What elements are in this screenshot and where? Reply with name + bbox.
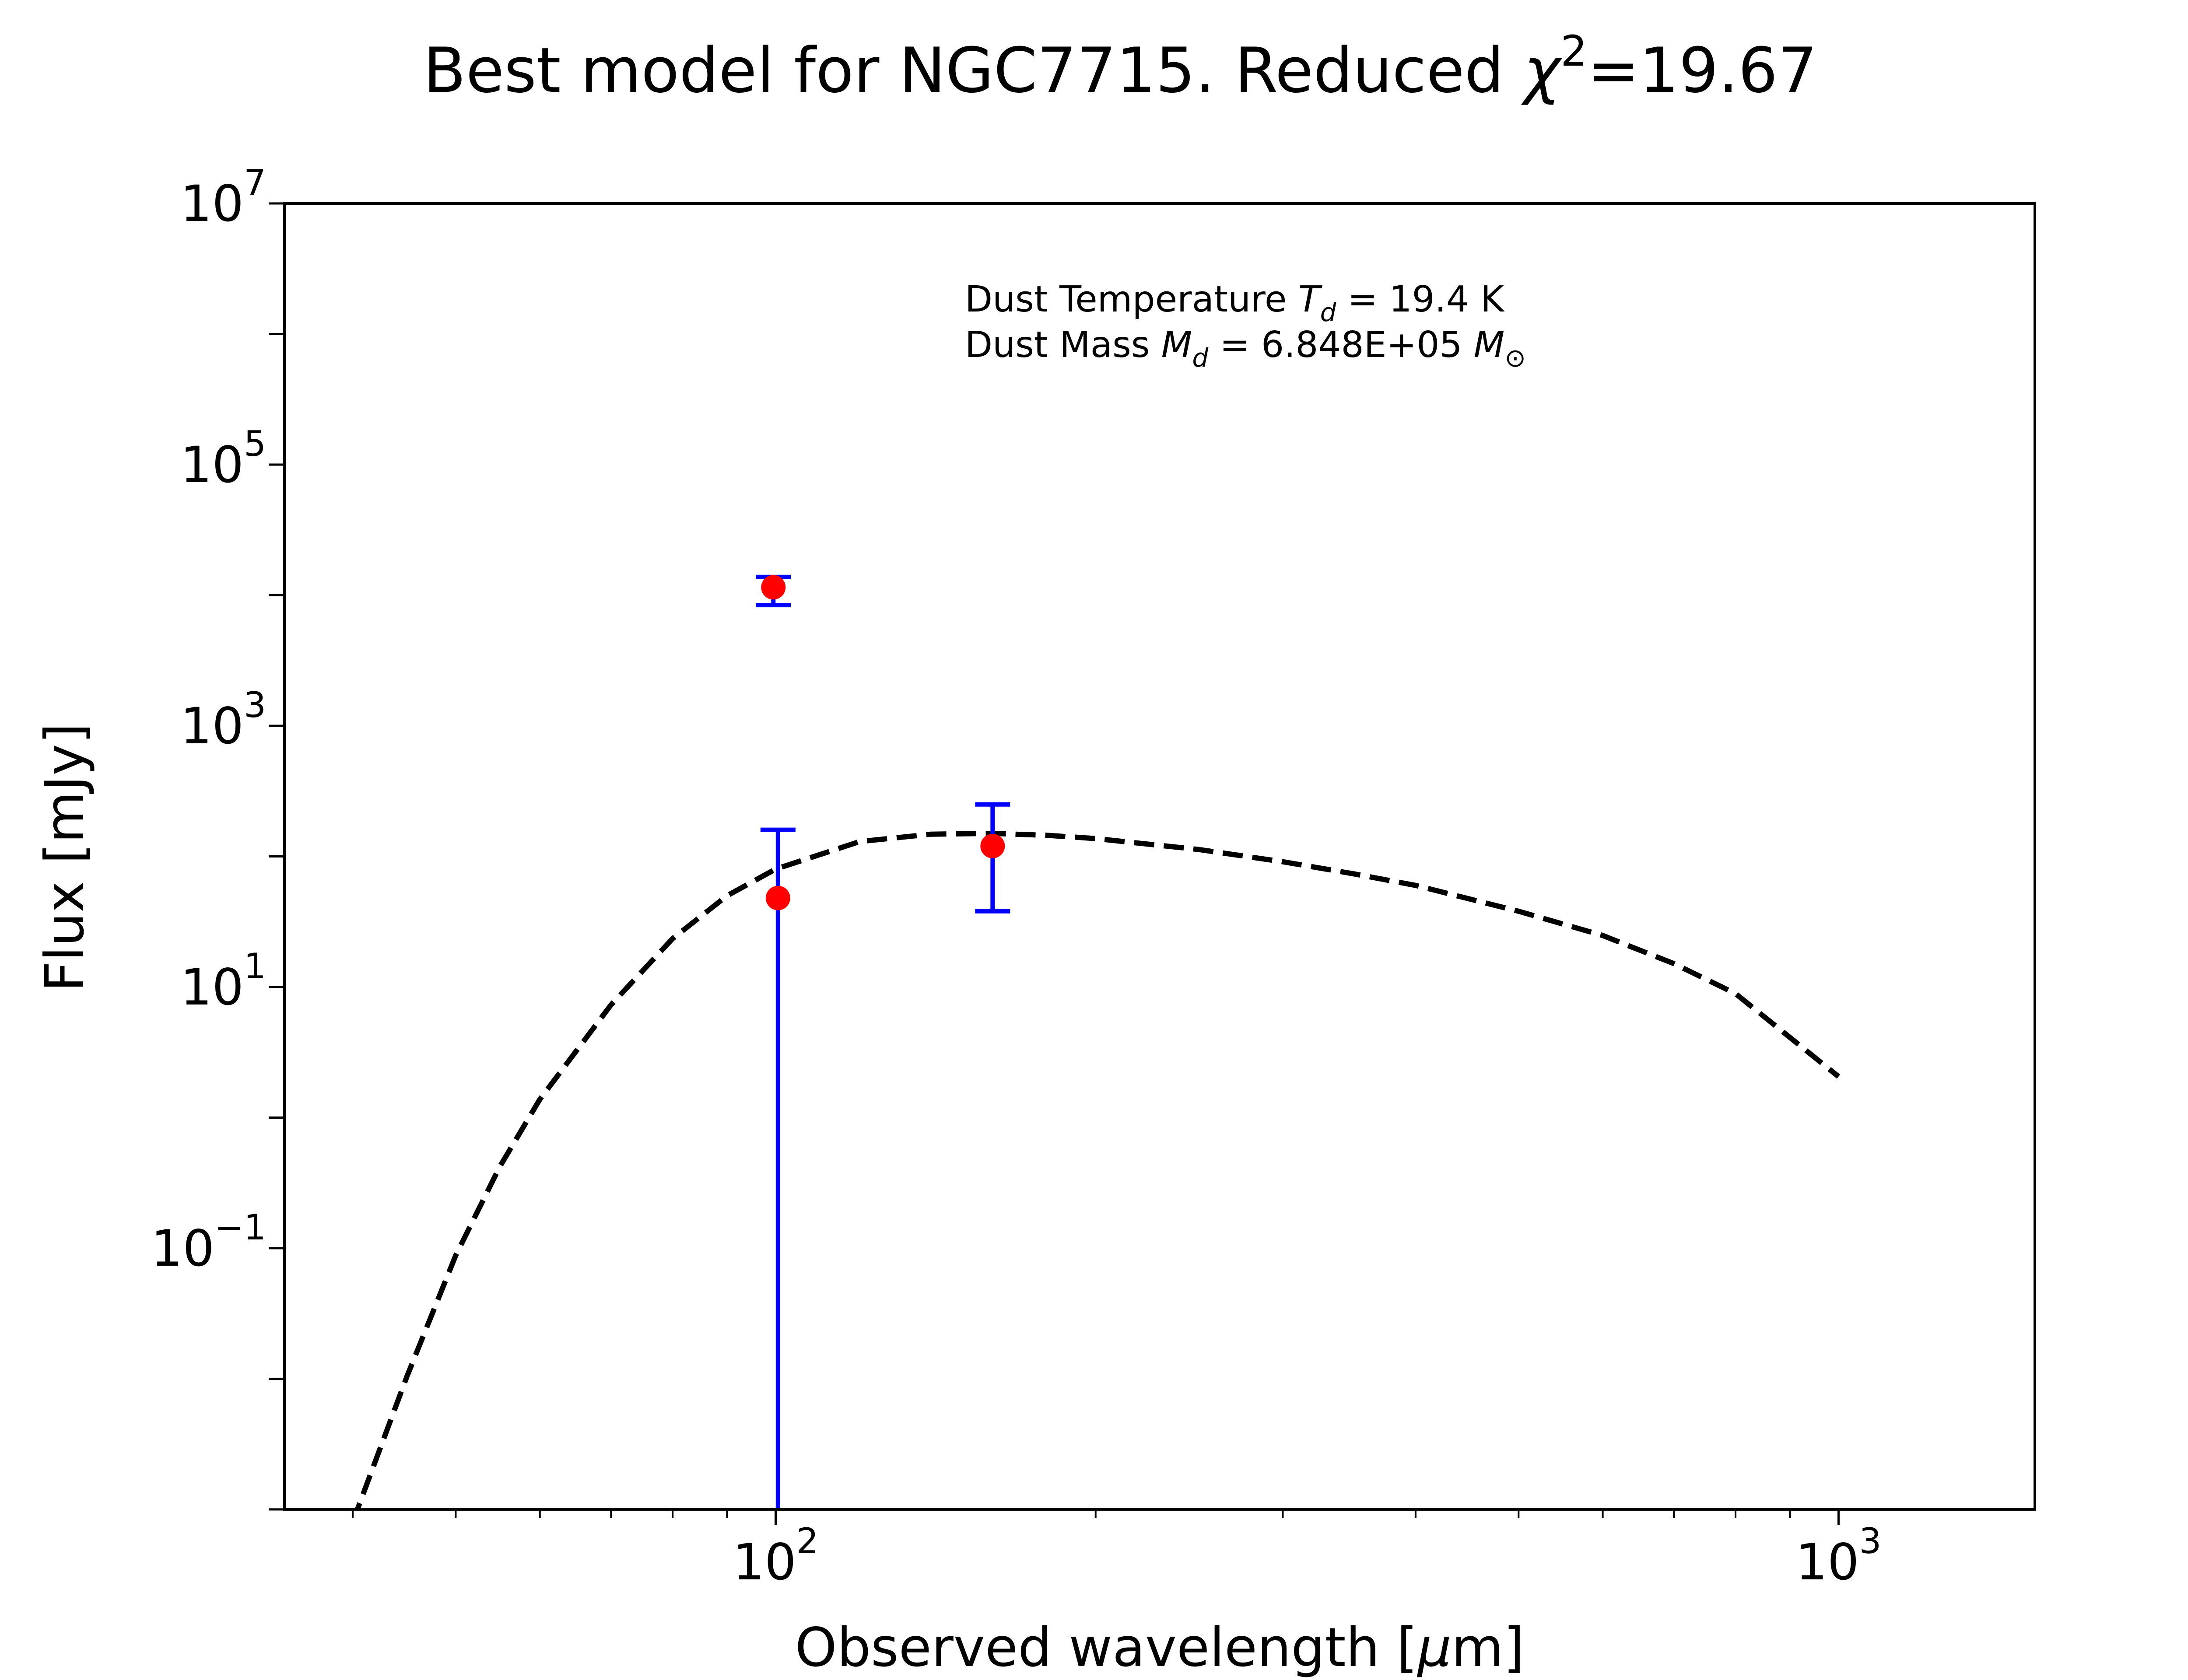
x-tick-label: 102 [733,1521,819,1591]
model-curve [354,830,1841,1509]
y-tick-label: 101 [180,946,266,1016]
chart-title: Best model for NGC7715. Reduced χ2=19.67 [423,27,1817,107]
data-point-1 [761,575,786,600]
y-tick-label: 10−1 [151,1207,266,1278]
plot-frame [283,202,2036,1511]
axis-ticks: 10−1 101 103 105 107 102 103 [151,162,1881,1591]
annotation-dust-temperature: Dust Temperature Td = 19.4 K [965,279,1505,327]
y-tick-label: 107 [180,162,266,233]
y-tick-label: 103 [180,685,266,755]
x-axis-label: Observed wavelength [μm] [795,1617,1525,1679]
data-point-2 [765,886,790,910]
y-tick-label: 105 [180,424,266,494]
plot-area [354,574,1841,1509]
data-point-3 [980,833,1005,858]
annotation-dust-mass: Dust Mass Md = 6.848E+05 M⊙ [965,324,1526,373]
plot-clip-group [354,574,1841,1509]
x-tick-label: 103 [1795,1521,1881,1591]
y-axis-label: Flux [mJy] [34,723,96,992]
